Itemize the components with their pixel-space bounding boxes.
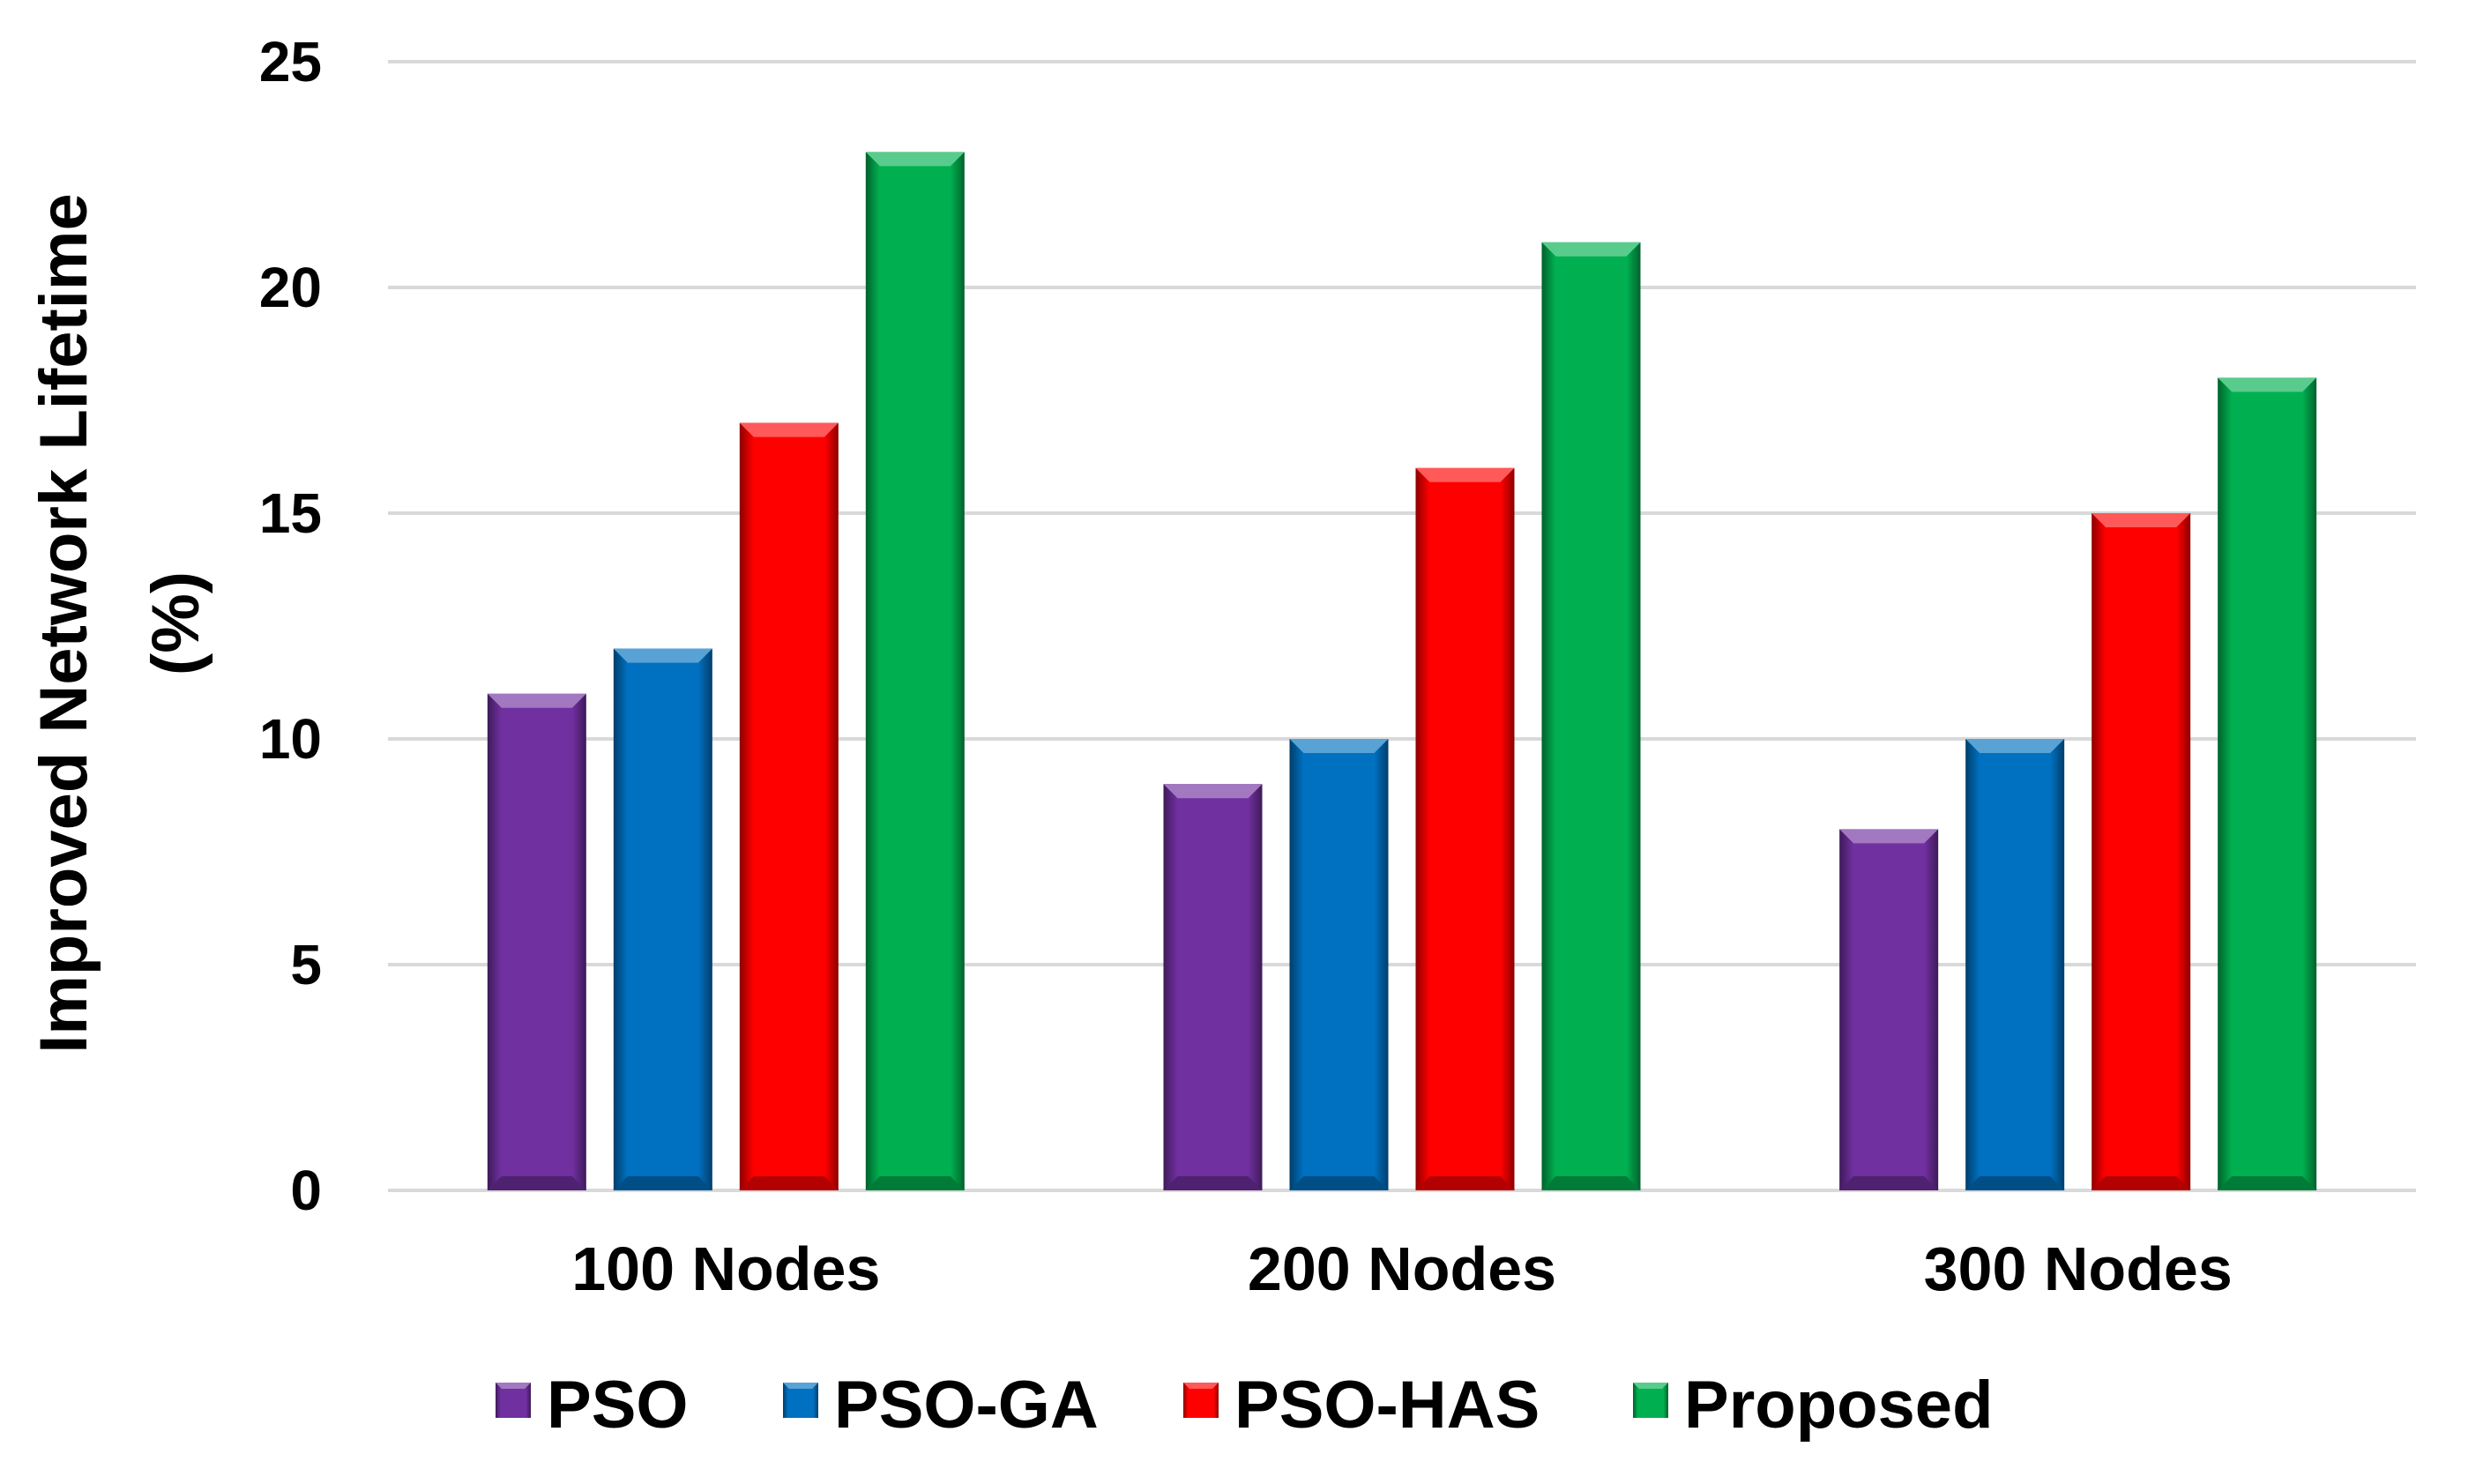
y-axis-label-line-1: Improved Network Lifetime (26, 193, 101, 1054)
legend-label: PSO-GA (834, 1368, 1099, 1443)
legend-label: PSO-HAS (1234, 1368, 1540, 1443)
y-axis-label-line-2: (%) (138, 571, 213, 675)
legend-item-pso-ga: PSO-GA (783, 1368, 1099, 1443)
x-category-label: 100 Nodes (571, 1234, 880, 1303)
y-axis-ticks: 0 5 10 15 20 25 (259, 30, 322, 1222)
bar-pso-has-300-nodes (2092, 513, 2191, 1190)
bar-proposed-200-nodes (1541, 242, 1641, 1190)
y-tick-label: 10 (259, 707, 322, 771)
bar-pso-ga-200-nodes (1289, 739, 1389, 1190)
bar-proposed-100-nodes (865, 152, 965, 1190)
bar-pso-ga-300-nodes (1965, 739, 2065, 1190)
y-tick-label: 25 (259, 30, 322, 93)
bar-pso-has-100-nodes (739, 422, 839, 1191)
y-tick-label: 15 (259, 481, 322, 545)
legend-item-pso-has: PSO-HAS (1183, 1368, 1540, 1443)
bars (487, 152, 2317, 1191)
y-tick-label: 20 (259, 256, 322, 319)
x-category-label: 200 Nodes (1248, 1234, 1556, 1303)
legend-label: PSO (547, 1368, 689, 1443)
y-tick-label: 0 (290, 1159, 322, 1222)
legend-item-pso: PSO (496, 1368, 689, 1443)
x-category-label: 300 Nodes (1924, 1234, 2233, 1303)
bar-proposed-300-nodes (2218, 377, 2317, 1190)
bar-pso-100-nodes (487, 693, 586, 1190)
y-tick-label: 5 (290, 933, 322, 996)
y-axis-label: Improved Network Lifetime (%) (26, 193, 213, 1054)
bar-pso-200-nodes (1163, 784, 1263, 1190)
bar-pso-300-nodes (1839, 829, 1939, 1190)
legend-label: Proposed (1684, 1368, 1994, 1443)
bar-pso-ga-100-nodes (613, 648, 712, 1190)
legend-item-proposed: Proposed (1633, 1368, 1994, 1443)
bar-pso-has-200-nodes (1415, 467, 1515, 1190)
gridlines (388, 60, 2416, 1192)
legend: PSO PSO-GA PSO-HAS Proposed (496, 1368, 1994, 1443)
x-axis-categories: 100 Nodes 200 Nodes 300 Nodes (571, 1234, 2233, 1303)
